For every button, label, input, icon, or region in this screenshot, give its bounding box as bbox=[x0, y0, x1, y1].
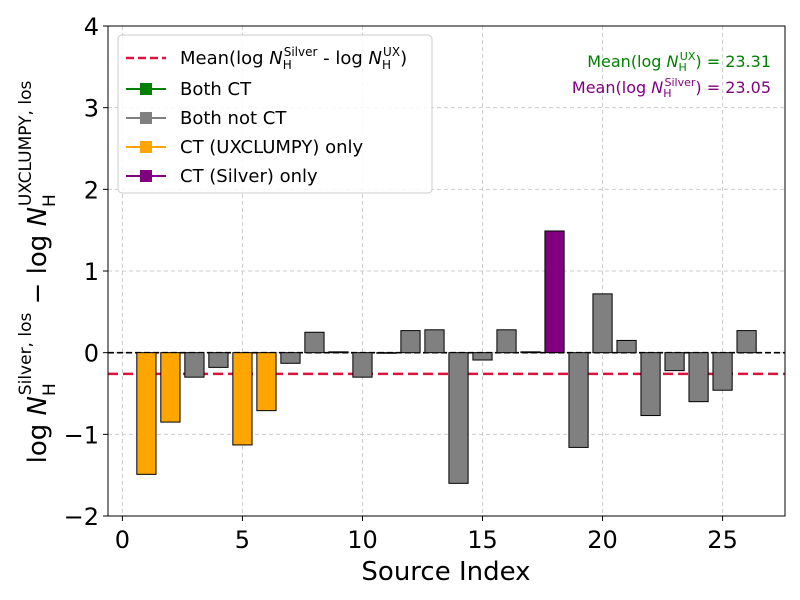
bar-source-17 bbox=[520, 351, 541, 354]
legend-entry-silver-only: CT (Silver) only bbox=[126, 166, 318, 187]
bar-source-20 bbox=[592, 293, 613, 354]
bar-source-5 bbox=[232, 352, 253, 446]
legend-label: Both CT bbox=[180, 79, 252, 100]
bar-source-6 bbox=[256, 352, 277, 412]
bar-source-3 bbox=[184, 352, 205, 378]
y-tick-label: 3 bbox=[84, 95, 99, 123]
annotation-ux-mean: Mean(log NHUX) = 23.31 bbox=[587, 50, 771, 74]
bar-source-9 bbox=[328, 351, 349, 354]
y-axis-label-text: log NHSilver, los − log NHUXCLUMPY, los bbox=[16, 81, 60, 464]
bar-source-25 bbox=[712, 352, 733, 391]
legend-entry-both-not-ct: Both not CT bbox=[126, 108, 287, 129]
ticks: 0 5 10 15 20 25 −2 −1 0 1 2 3 4 bbox=[64, 13, 738, 554]
x-tick-label: 5 bbox=[235, 526, 250, 554]
y-tick-label: −2 bbox=[64, 503, 99, 531]
x-tick-label: 25 bbox=[707, 526, 738, 554]
y-tick-label: 1 bbox=[84, 258, 99, 286]
legend: Mean(log NHSilver - log NHUX) Both CT Bo… bbox=[117, 34, 433, 194]
legend-swatch-marker bbox=[140, 112, 152, 124]
bar-source-1 bbox=[136, 352, 157, 475]
y-tick-label: 2 bbox=[84, 176, 99, 204]
bar-source-11 bbox=[376, 352, 397, 354]
bar-source-12 bbox=[400, 330, 421, 354]
x-tick-label: 20 bbox=[587, 526, 618, 554]
bar-source-24 bbox=[688, 352, 709, 403]
y-tick-label: 0 bbox=[84, 340, 99, 368]
bar-source-15 bbox=[472, 352, 493, 361]
bar-source-22 bbox=[640, 352, 661, 417]
bars bbox=[136, 230, 757, 484]
x-tick-label: 0 bbox=[115, 526, 130, 554]
bar-source-18 bbox=[544, 230, 565, 354]
legend-box bbox=[117, 34, 433, 194]
legend-swatch-marker bbox=[140, 141, 152, 153]
bar-source-21 bbox=[616, 339, 637, 354]
bar-source-2 bbox=[160, 352, 181, 423]
legend-label: Both not CT bbox=[180, 108, 287, 129]
bar-source-10 bbox=[352, 352, 373, 378]
bar-source-19 bbox=[568, 352, 589, 448]
legend-label: CT (Silver) only bbox=[180, 166, 318, 187]
bar-source-4 bbox=[208, 352, 229, 368]
bar-source-13 bbox=[424, 329, 445, 354]
bar-source-26 bbox=[736, 330, 757, 354]
legend-swatch-marker bbox=[140, 170, 152, 182]
x-axis-label: Source Index bbox=[361, 557, 530, 587]
bar-source-23 bbox=[664, 352, 685, 372]
x-tick-label: 10 bbox=[347, 526, 378, 554]
y-axis-label: log NHSilver, los − log NHUXCLUMPY, los bbox=[16, 81, 60, 464]
legend-entry-ux-only: CT (UXCLUMPY) only bbox=[126, 137, 364, 158]
legend-swatch-marker bbox=[140, 83, 152, 95]
bar-source-7 bbox=[280, 352, 301, 364]
y-tick-label: 4 bbox=[84, 13, 99, 41]
bar-source-14 bbox=[448, 352, 469, 484]
bar-source-8 bbox=[304, 331, 325, 354]
legend-label: CT (UXCLUMPY) only bbox=[180, 137, 364, 158]
bar-source-16 bbox=[496, 329, 517, 354]
annotation-silver-mean: Mean(log NHSilver) = 23.05 bbox=[572, 76, 771, 100]
x-tick-label: 15 bbox=[467, 526, 498, 554]
legend-entry-both-ct: Both CT bbox=[126, 79, 252, 100]
y-tick-label: −1 bbox=[64, 421, 99, 449]
